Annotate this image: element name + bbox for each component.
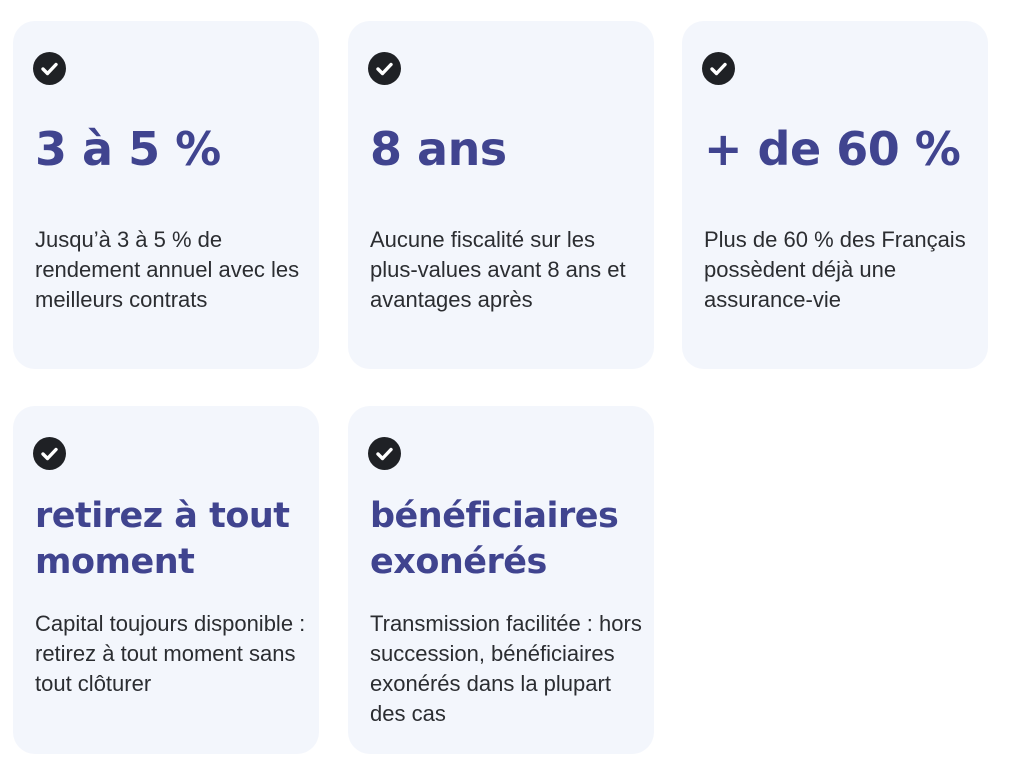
- check-circle-icon: [702, 52, 735, 85]
- card-description: Transmission facilitée : hors succession…: [370, 611, 642, 726]
- card-description: Capital toujours disponible : retirez à …: [35, 611, 306, 696]
- stat-card-yield: 3 à 5 % Jusqu’à 3 à 5 % de rendement ann…: [13, 21, 319, 369]
- check-circle-icon: [368, 437, 401, 470]
- card-headline: 8 ans: [370, 122, 507, 176]
- stat-card-beneficiaries: bénéficiaires exonérés Transmission faci…: [348, 406, 654, 754]
- card-description: Aucune fiscalité sur les plus-values ava…: [370, 227, 626, 312]
- check-circle-icon: [33, 52, 66, 85]
- card-headline: 3 à 5 %: [35, 122, 221, 176]
- check-circle-icon: [368, 52, 401, 85]
- card-headline: bénéficiaires exonérés: [370, 496, 619, 582]
- card-description: Plus de 60 % des Français possèdent déjà…: [704, 227, 966, 312]
- card-headline: retirez à tout moment: [35, 496, 290, 582]
- stat-card-tax: 8 ans Aucune fiscalité sur les plus-valu…: [348, 21, 654, 369]
- check-circle-icon: [33, 437, 66, 470]
- stat-card-withdrawal: retirez à tout moment Capital toujours d…: [13, 406, 319, 754]
- stat-card-popularity: + de 60 % Plus de 60 % des Français poss…: [682, 21, 988, 369]
- card-description: Jusqu’à 3 à 5 % de rendement annuel avec…: [35, 227, 300, 312]
- card-headline: + de 60 %: [704, 122, 961, 176]
